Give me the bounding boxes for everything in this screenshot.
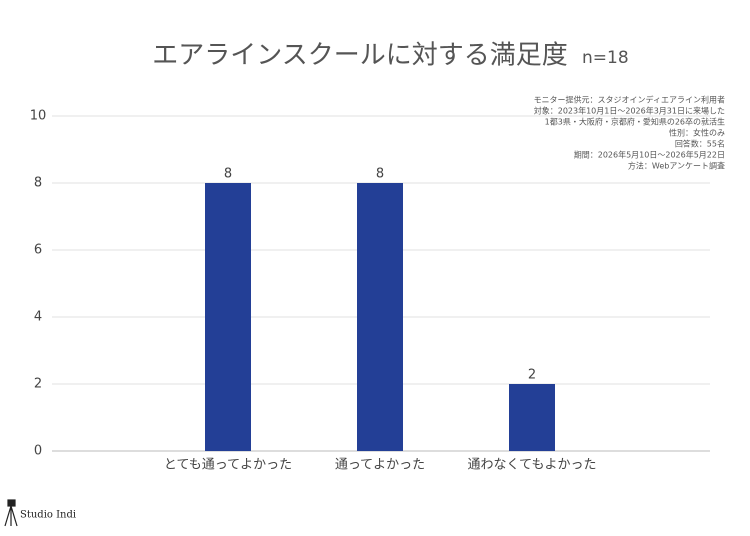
annotation: 対象：2023年10月1日～2026年3月31日に来場した [534,106,725,116]
bar [509,384,555,451]
annotation: 回答数：55名 [675,139,725,149]
y-tick-label: 10 [30,109,47,124]
annotation: 期間：2026年5月10日～2026年5月22日 [574,150,725,160]
chart-subtitle: n=18 [582,48,629,68]
logo-text: Studio Indi [20,510,76,521]
annotation: モニター提供元：スタジオインディエアライン利用者 [534,95,725,105]
bar [357,183,403,451]
annotation: 性別：女性のみ [669,128,725,138]
x-tick-label: とても通ってよかった [164,458,292,473]
bar [205,183,251,451]
y-tick-label: 4 [34,310,42,325]
logo-icon [4,499,18,527]
x-tick-label: 通わなくてもよかった [468,458,597,473]
y-tick-label: 8 [34,176,42,191]
chart-title: エアラインスクールに対する満足度 [152,41,567,71]
data-label: 8 [224,167,232,182]
data-label: 2 [528,368,536,383]
annotation: 方法：Webアンケート調査 [628,161,725,171]
y-tick-label: 2 [34,377,42,392]
x-tick-label: 通ってよかった [335,458,425,473]
data-label: 8 [376,167,384,182]
y-tick-label: 0 [34,444,42,459]
annotation: 1都3県・大阪府・京都府・愛知県の26卒の就活生 [545,117,725,127]
y-tick-label: 6 [34,243,42,258]
